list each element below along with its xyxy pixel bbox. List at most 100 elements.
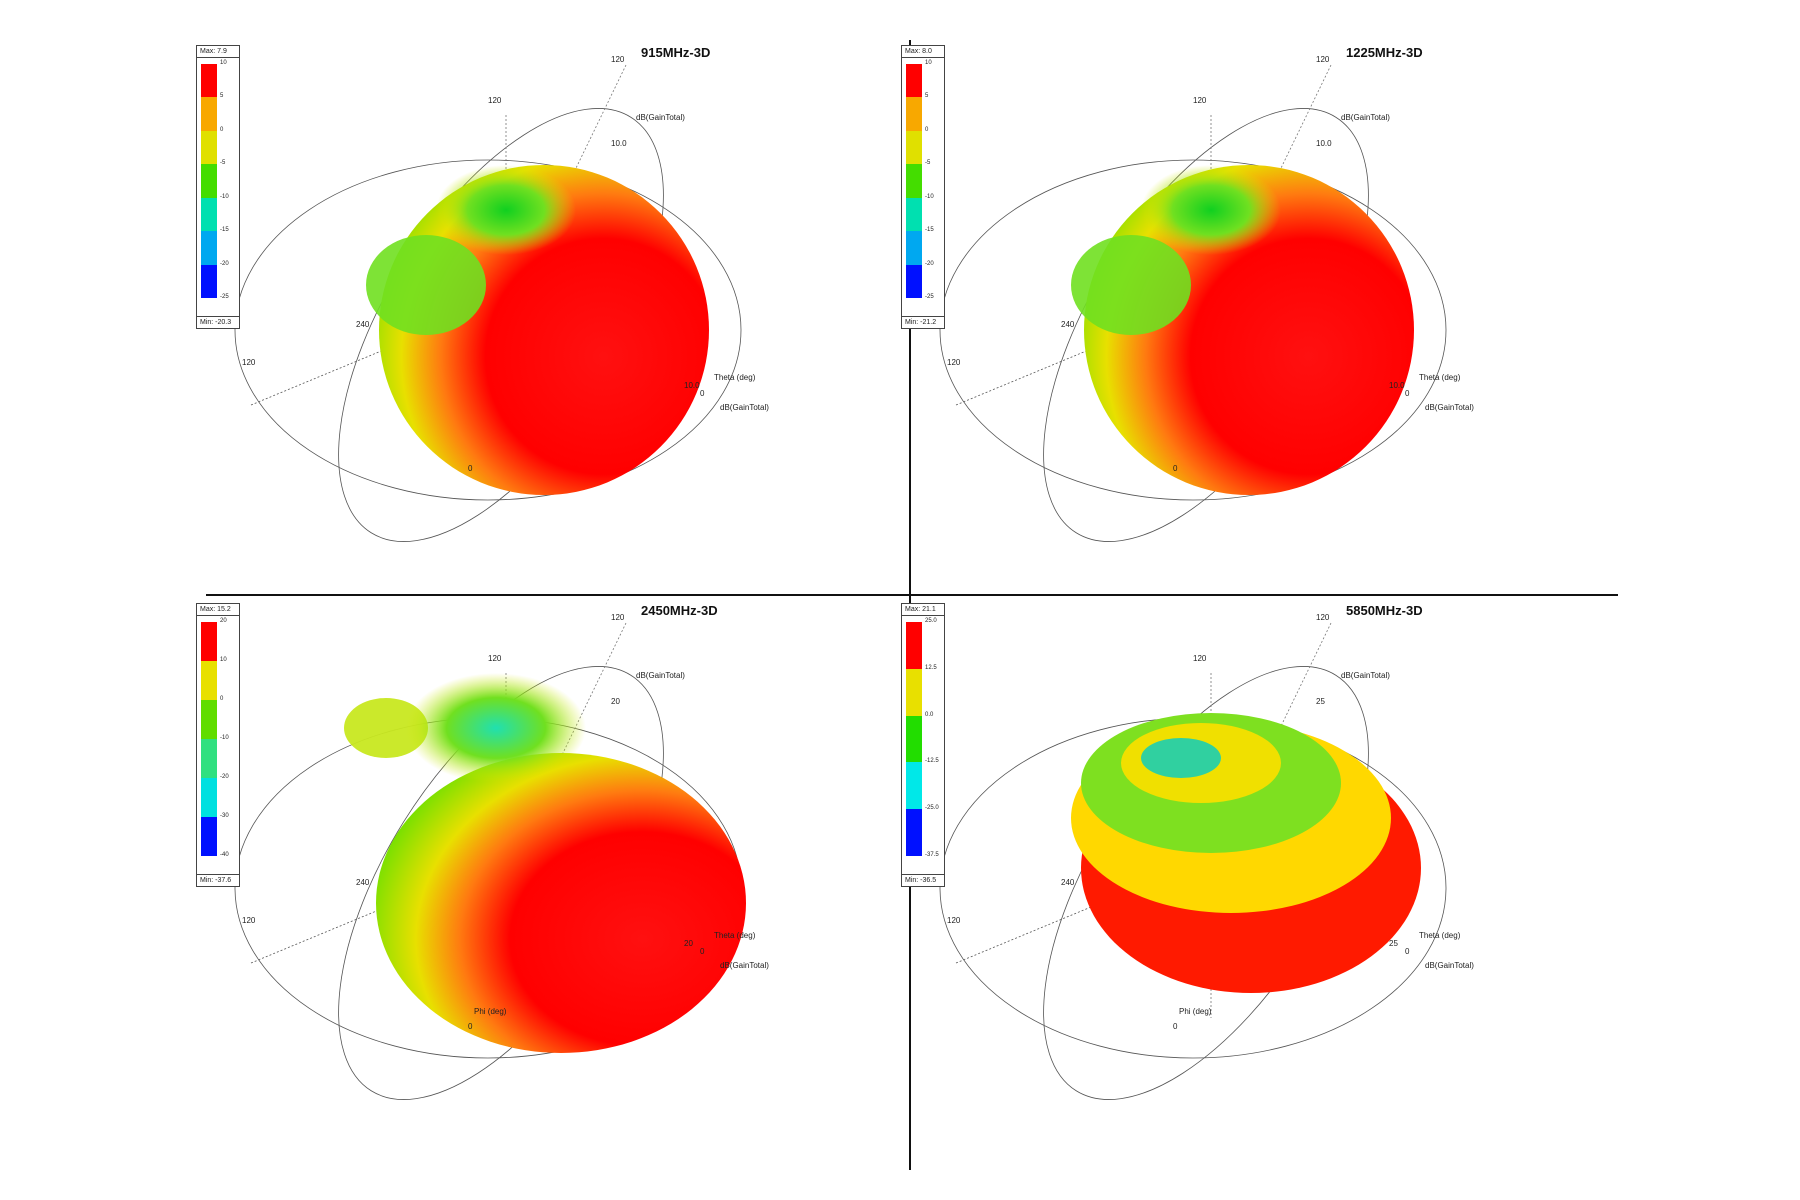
legend-color-band xyxy=(201,97,217,131)
legend-color-band xyxy=(906,762,922,810)
legend-min: Min: -36.5 xyxy=(902,874,944,886)
side-lobe xyxy=(1071,235,1191,335)
legend-tick: 5 xyxy=(925,93,929,100)
legend-tick: 20 xyxy=(220,618,227,624)
label-theta: Theta (deg) xyxy=(1419,373,1461,382)
legend-color-band xyxy=(201,622,217,661)
label-120-left: 120 xyxy=(242,916,256,925)
null-cone xyxy=(406,673,586,783)
legend-max: Max: 8.0 xyxy=(902,46,944,58)
label-zero-theta: 0 xyxy=(1405,947,1410,956)
legend-tick: 10 xyxy=(220,60,227,66)
legend-tick: -30 xyxy=(220,813,229,819)
legend-color-band xyxy=(906,264,922,298)
label-zero-theta: 0 xyxy=(700,947,705,956)
legend-tick: 10 xyxy=(220,657,227,663)
legend-color-band xyxy=(906,64,922,98)
label-zero-phi: 0 xyxy=(1173,464,1178,473)
legend-color-band xyxy=(906,809,922,856)
label-gain-bottom: dB(GainTotal) xyxy=(720,403,769,412)
legend-tick: 10 xyxy=(925,60,932,66)
label-240: 240 xyxy=(356,320,370,329)
label-gain-top: dB(GainTotal) xyxy=(636,671,685,680)
legend-color-band xyxy=(201,164,217,198)
legend-min: Min: -20.3 xyxy=(197,316,239,328)
label-gain-bottom: dB(GainTotal) xyxy=(1425,961,1474,970)
phi-ring xyxy=(234,159,742,501)
legend-tick: -5 xyxy=(220,160,226,167)
legend-tick: 0 xyxy=(220,696,224,702)
label-gain-bottom: dB(GainTotal) xyxy=(1425,403,1474,412)
label-peak-top: 10.0 xyxy=(1316,139,1332,148)
legend-tick: -10 xyxy=(220,735,229,741)
legend-color-band xyxy=(201,197,217,232)
pattern-3d-plot: 120 120 25 240 120 Theta (deg) 25 0 0 dB(GainTota… xyxy=(939,613,1474,1100)
label-120-left: 120 xyxy=(947,916,961,925)
label-240: 240 xyxy=(356,878,370,887)
legend-tick: -10 xyxy=(925,193,934,200)
color-legend: Max: 7.9 10 5 0 -5 -10 -15 -20 -25 Min: -20.3 xyxy=(196,45,240,329)
legend-color-band xyxy=(201,264,217,298)
label-peak-bottom: 25 xyxy=(1389,939,1398,948)
phi-ring xyxy=(939,159,1447,501)
label-zero-phi: 0 xyxy=(468,464,473,473)
label-theta: Theta (deg) xyxy=(714,931,756,940)
pattern-panel-1225: 120 120 10.0 240 120 Theta (deg) 10.0 0 0 dB(Gain… xyxy=(901,40,1611,595)
legend-tick: -5 xyxy=(925,160,931,167)
plot-title: 5850MHz-3D xyxy=(1346,603,1423,618)
side-lobe xyxy=(344,698,428,758)
legend-tick: -20 xyxy=(925,260,934,267)
side-lobe xyxy=(366,235,486,335)
label-gain-top: dB(GainTotal) xyxy=(1341,671,1390,680)
label-120-left: 120 xyxy=(242,358,256,367)
color-legend: Max: 15.2 20 10 0 -10 -20 -30 -40 Min: -37.6 xyxy=(196,603,240,887)
label-120-top: 120 xyxy=(611,613,625,622)
legend-color-band xyxy=(201,700,217,739)
legend-color-band xyxy=(906,231,922,265)
plot-title: 1225MHz-3D xyxy=(1346,45,1423,60)
legend-color-band xyxy=(201,130,217,165)
null-cone xyxy=(436,165,576,255)
label-120-top: 120 xyxy=(611,55,625,64)
label-phi: Phi (deg) xyxy=(1179,1007,1212,1016)
pattern-panel-5850: 120 120 25 240 120 Theta (deg) 25 0 0 dB(GainTota… xyxy=(901,598,1611,1153)
label-peak-bottom: 10.0 xyxy=(1389,381,1405,390)
legend-tick: 25.0 xyxy=(925,618,937,624)
legend-tick: -25 xyxy=(220,294,229,300)
legend-color-bar xyxy=(906,622,922,856)
legend-color-band xyxy=(906,97,922,131)
pattern-panel-2450: 120 120 20 240 120 Theta (deg) 20 0 0 dB(GainTota… xyxy=(196,598,906,1153)
legend-min: Min: -37.6 xyxy=(197,874,239,886)
null-cone xyxy=(1141,165,1281,255)
legend-max: Max: 15.2 xyxy=(197,604,239,616)
color-legend: Max: 8.0 10 5 0 -5 -10 -15 -20 -25 Min: -21.2 xyxy=(901,45,945,329)
legend-color-band xyxy=(201,661,217,700)
label-zero-theta: 0 xyxy=(700,389,705,398)
legend-tick: -10 xyxy=(220,193,229,200)
legend-tick: -40 xyxy=(220,852,229,858)
radiation-lobe xyxy=(376,753,746,1053)
label-phi: Phi (deg) xyxy=(474,1007,507,1016)
label-zero-phi: 0 xyxy=(1173,1022,1178,1031)
legend-color-band xyxy=(201,778,217,817)
legend-min: Min: -21.2 xyxy=(902,316,944,328)
legend-color-band xyxy=(201,64,217,98)
legend-color-band xyxy=(906,197,922,232)
label-gain-top: dB(GainTotal) xyxy=(1341,113,1390,122)
legend-color-bar xyxy=(201,64,217,298)
plot-title: 2450MHz-3D xyxy=(641,603,718,618)
label-120-mid: 120 xyxy=(488,96,502,105)
null-cone xyxy=(1141,738,1221,778)
legend-color-band xyxy=(906,130,922,165)
legend-tick: -12.5 xyxy=(925,758,939,765)
pattern-panel-915: 120 120 10.0 240 120 Theta (deg) 10.0 0 0 dB(Gain… xyxy=(196,40,906,595)
label-peak-top: 25 xyxy=(1316,697,1325,706)
label-zero-theta: 0 xyxy=(1405,389,1410,398)
legend-tick: 0 xyxy=(220,126,224,133)
legend-tick: -20 xyxy=(220,260,229,267)
legend-max: Max: 21.1 xyxy=(902,604,944,616)
legend-tick: -37.5 xyxy=(925,852,939,858)
label-240: 240 xyxy=(1061,878,1075,887)
pattern-3d-plot: 120 120 20 240 120 Theta (deg) 20 0 0 dB(GainTota… xyxy=(234,613,769,1100)
